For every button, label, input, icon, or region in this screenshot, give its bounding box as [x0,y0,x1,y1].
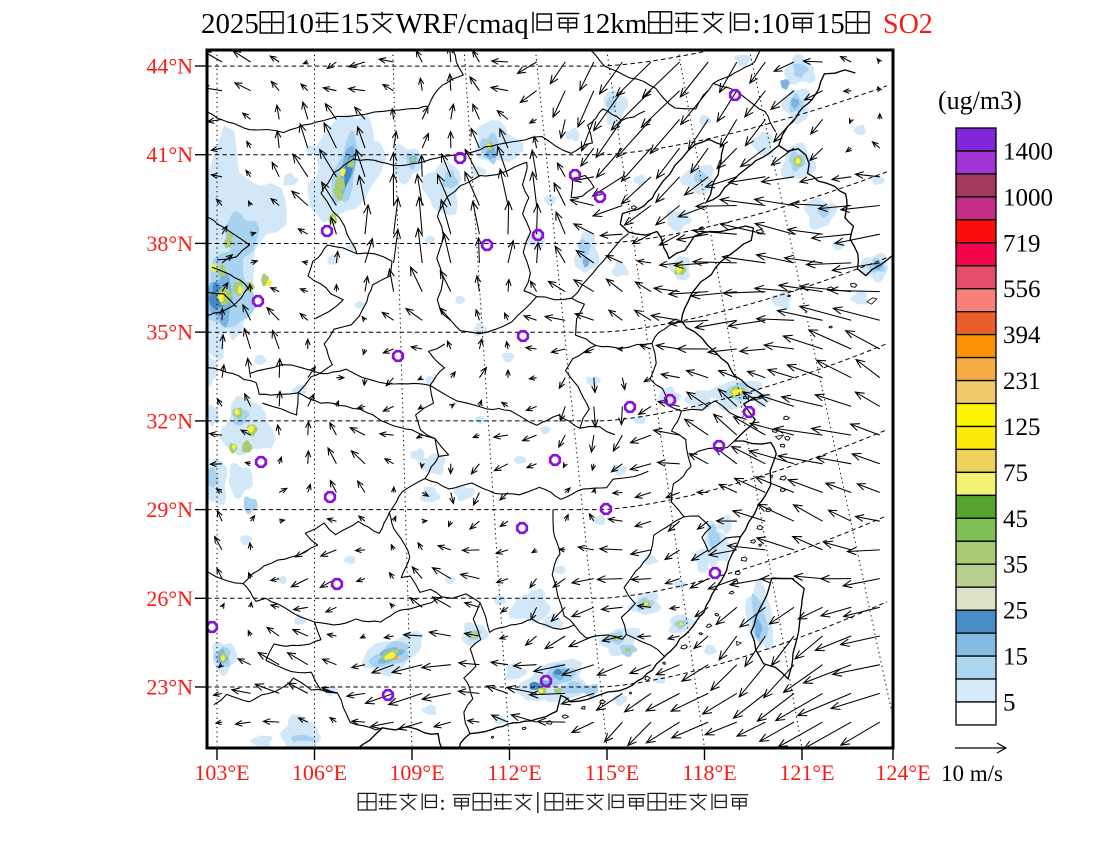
svg-text::: : [439,790,445,815]
svg-text:41°N: 41°N [146,142,193,167]
svg-text:394: 394 [1003,322,1041,349]
svg-text:106°E: 106°E [292,760,347,785]
svg-text:44°N: 44°N [146,54,193,79]
svg-text:125: 125 [1003,414,1041,441]
svg-text:15: 15 [816,8,845,40]
svg-text:112°E: 112°E [487,760,541,785]
svg-text:25: 25 [1003,598,1028,625]
svg-text:15: 15 [1003,644,1028,671]
svg-text:(ug/m3): (ug/m3) [938,86,1022,115]
svg-text:124°E: 124°E [875,760,930,785]
svg-text:23°N: 23°N [146,675,193,700]
svg-text:1000: 1000 [1003,184,1053,211]
svg-text:5: 5 [1003,690,1016,717]
svg-text:719: 719 [1003,230,1041,257]
svg-text:10: 10 [285,8,314,40]
svg-text:15: 15 [340,8,369,40]
svg-text::10: :10 [753,8,790,40]
svg-text:121°E: 121°E [779,760,834,785]
svg-text:32°N: 32°N [146,408,193,433]
svg-text:45: 45 [1003,506,1028,533]
svg-text:2025: 2025 [201,8,259,40]
svg-text:103°E: 103°E [194,760,249,785]
svg-text:109°E: 109°E [389,760,444,785]
svg-text:231: 231 [1003,368,1041,395]
svg-text:118°E: 118°E [682,760,736,785]
svg-text:WRF/cmaq: WRF/cmaq [396,8,529,40]
svg-text:35: 35 [1003,552,1028,579]
svg-text:1400: 1400 [1003,139,1053,166]
svg-text:12km: 12km [581,8,647,40]
svg-text:35°N: 35°N [146,320,193,345]
svg-text:SO2: SO2 [883,9,933,40]
svg-text:75: 75 [1003,460,1028,487]
svg-text:115°E: 115°E [585,760,639,785]
svg-text:10 m/s: 10 m/s [941,761,1003,786]
svg-text:26°N: 26°N [146,586,193,611]
svg-text:38°N: 38°N [146,231,193,256]
svg-text:29°N: 29°N [146,497,193,522]
svg-text:556: 556 [1003,276,1041,303]
